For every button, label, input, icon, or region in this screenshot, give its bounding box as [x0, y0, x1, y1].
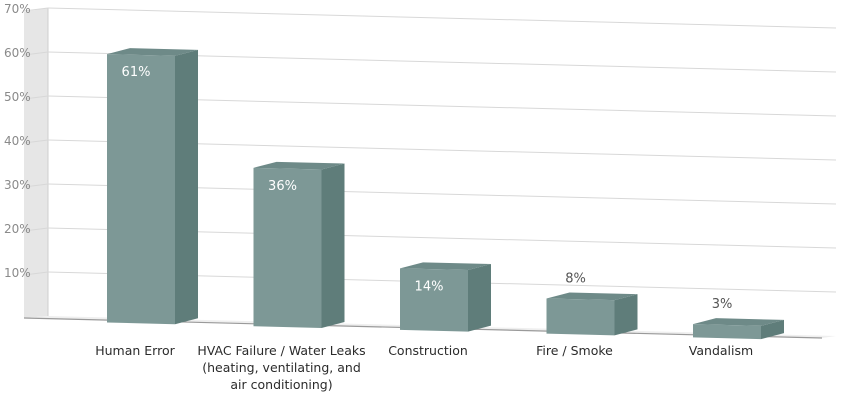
- category-label: Fire / Smoke: [536, 343, 613, 358]
- gridline-wall: [23, 139, 49, 144]
- data-label: 8%: [565, 271, 586, 286]
- bars: [107, 48, 784, 340]
- gridline-wall: [23, 271, 49, 276]
- bar-side-face: [321, 163, 345, 328]
- bar-top-face: [107, 48, 198, 56]
- y-tick-label: 30%: [4, 178, 31, 192]
- category-label: HVAC Failure / Water Leaks (heating, vent…: [197, 343, 365, 392]
- bar-front-face: [400, 268, 468, 332]
- bar-2: [253, 161, 345, 328]
- bar-top-face: [253, 161, 345, 170]
- category-labels: Human Error HVAC Failure / Water Leaks (he…: [95, 343, 753, 392]
- bar-5: [693, 318, 784, 340]
- bar-top-face: [400, 262, 491, 271]
- back-wall-side: [24, 8, 48, 318]
- data-label: 36%: [268, 179, 297, 194]
- y-tick-label: 20%: [4, 222, 31, 236]
- y-tick-label: 10%: [4, 266, 31, 280]
- bar-top-face: [693, 318, 784, 326]
- bar-front-face: [253, 167, 322, 328]
- bar-side-face: [175, 49, 198, 325]
- data-label: 14%: [415, 279, 444, 294]
- category-label: Vandalism: [689, 343, 753, 358]
- data-label: 3%: [712, 297, 733, 312]
- gridline-wall: [23, 183, 49, 188]
- bar-1: [107, 48, 198, 325]
- y-tick-label: 50%: [4, 90, 31, 104]
- bar-side-face: [614, 294, 638, 336]
- gridline: [47, 7, 837, 29]
- bar-side-face: [468, 264, 491, 332]
- data-labels: 61% 36% 14% 8% 3%: [122, 65, 733, 312]
- gridline-wall: [23, 51, 49, 56]
- gridline-wall: [23, 227, 49, 232]
- data-label: 61%: [122, 65, 151, 80]
- bar-front-face: [107, 54, 175, 325]
- y-tick-label: 70%: [4, 2, 31, 16]
- bar-top-face: [546, 292, 638, 301]
- y-tick-label: 60%: [4, 46, 31, 60]
- bar-side-face: [761, 319, 784, 340]
- gridline-wall: [23, 95, 49, 100]
- y-axis-tick-labels: 10% 20% 30% 40% 50% 60% 70%: [4, 2, 31, 280]
- y-tick-label: 40%: [4, 134, 31, 148]
- bar-front-face: [693, 324, 761, 340]
- bar-4: [546, 292, 638, 336]
- bar-3: [400, 262, 491, 332]
- bar-front-face: [546, 298, 615, 336]
- gridline-wall: [23, 7, 49, 12]
- category-label: Human Error: [95, 343, 175, 358]
- category-label: Construction: [388, 343, 468, 358]
